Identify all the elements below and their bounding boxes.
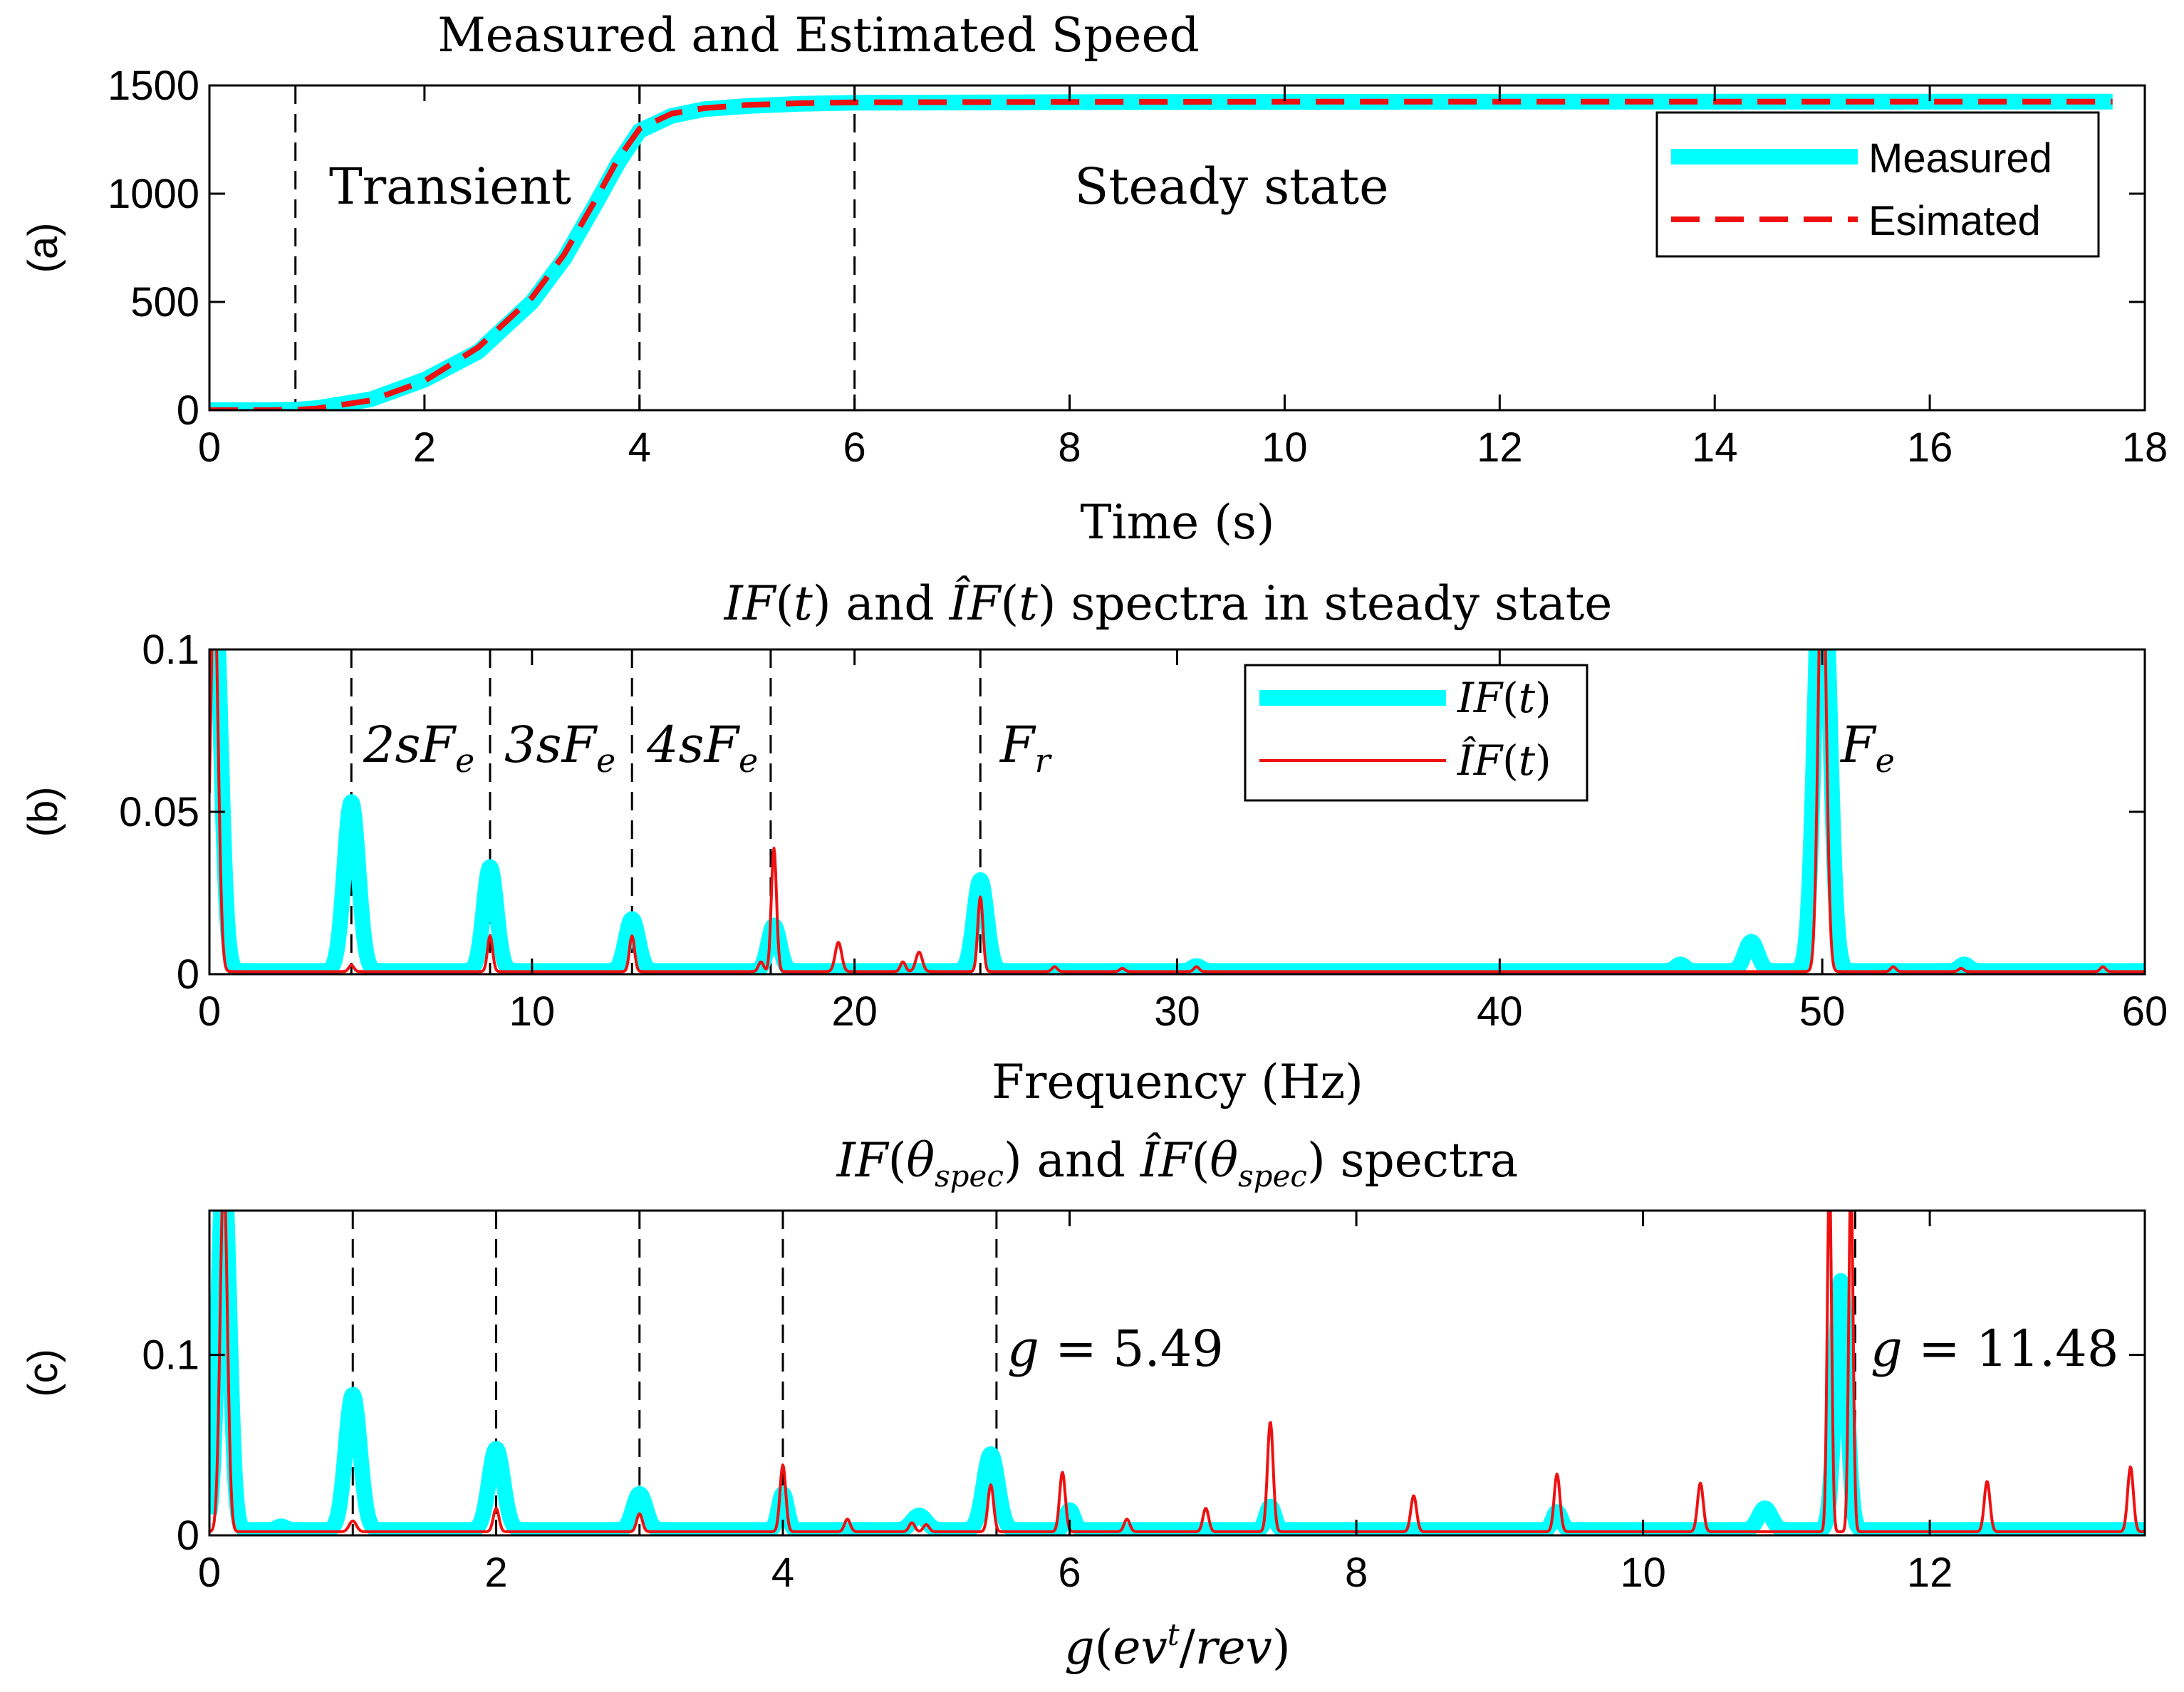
panel-a-ytick-label-1: 500 xyxy=(130,279,199,325)
panel-a-xtick-label-6: 12 xyxy=(1477,424,1523,471)
panel-a-ytick-label-0: 0 xyxy=(177,387,199,434)
panel-c-ytick-label-0: 0 xyxy=(177,1513,199,1559)
panel-a-ylabel: (a) xyxy=(20,223,66,273)
panel-c-xtick-label-3: 6 xyxy=(1058,1550,1081,1596)
panel-c-title: IF(θspec) and ÎF(θspec) spectra xyxy=(836,1133,1519,1194)
panel-b-legend: IF(t) ÎF(t) xyxy=(1244,664,1588,802)
panel-b-ticks: 0 10 20 30 40 50 60 0 0.05 0.1 xyxy=(119,627,2168,1035)
annotation-3sfe: 3sFe xyxy=(504,716,615,780)
panel-a: Measured and Estimated Speed 0 2 4 6 8 10 12 14… xyxy=(20,8,2168,550)
panel-c-plot-area xyxy=(209,1211,2145,1535)
series-a-1 xyxy=(209,98,2113,410)
panel-b-xtick-label-2: 20 xyxy=(831,988,878,1035)
panel-b-xlabel: Frequency (Hz) xyxy=(992,1055,1363,1109)
panel-a-xtick-label-3: 6 xyxy=(843,424,866,471)
panel-b-xtick-label-5: 50 xyxy=(1799,988,1846,1035)
panel-a-ticks: 0 2 4 6 8 10 12 14 16 18 0 500 1000 1500 xyxy=(108,63,2168,471)
panel-a-xtick-label-5: 10 xyxy=(1262,424,1308,471)
panel-a-xtick-label-1: 2 xyxy=(413,424,436,471)
panel-c-xlabel: g(evt/rev) xyxy=(1064,1617,1290,1675)
panel-c-xtick-label-2: 4 xyxy=(771,1550,794,1596)
legend-if-label: IF(t) xyxy=(1457,674,1551,722)
panel-c-ticks: 0 2 4 6 8 10 12 0 0.1 xyxy=(142,1211,2145,1596)
panel-b-title: IF(t) and ÎF(t) spectra in steady state xyxy=(724,576,1613,631)
legend-ifhat-label: ÎF(t) xyxy=(1457,736,1551,785)
legend-measured-label: Measured xyxy=(1868,135,2052,182)
panel-c-xtick-label-6: 12 xyxy=(1907,1550,1953,1596)
panel-a-ytick-label-3: 1500 xyxy=(108,63,199,109)
annotation-4sfe: 4sFe xyxy=(646,716,758,780)
panel-a-xtick-label-4: 8 xyxy=(1058,424,1081,471)
annotation-steady-state: Steady state xyxy=(1074,157,1388,216)
series-c-1 xyxy=(209,1211,2145,1533)
panel-b-xtick-label-3: 30 xyxy=(1154,988,1200,1035)
panel-a-xtick-label-7: 14 xyxy=(1692,424,1738,471)
panel-a-legend: Measured Esimated xyxy=(1655,111,2100,258)
legend-estimated-label: Esimated xyxy=(1868,198,2041,244)
panel-b-xtick-label-6: 60 xyxy=(2122,988,2168,1035)
panel-a-legend-box xyxy=(1655,111,2100,258)
panel-c-xtick-label-1: 2 xyxy=(484,1550,507,1596)
panel-a-plot-area xyxy=(209,85,2113,410)
annotation-2sfe: 2sFe xyxy=(363,716,474,780)
panel-c-xtick-label-4: 8 xyxy=(1345,1550,1368,1596)
panel-c-ylabel: (c) xyxy=(20,1349,66,1397)
panel-c-xtick-label-0: 0 xyxy=(198,1550,221,1596)
panel-b-xtick-label-0: 0 xyxy=(198,988,221,1035)
panel-a-xtick-label-9: 18 xyxy=(2122,424,2168,471)
panel-b-ytick-label-0: 0 xyxy=(177,951,199,998)
panel-a-ytick-label-2: 1000 xyxy=(108,171,199,217)
annotation-g-5-49: g = 5.49 xyxy=(1007,1320,1224,1378)
panel-c-ytick-label-1: 0.1 xyxy=(142,1332,199,1379)
panel-b-xtick-label-1: 10 xyxy=(509,988,556,1035)
panel-c-axes-box xyxy=(208,1209,2146,1537)
annotation-fr: Fr xyxy=(999,716,1053,780)
panel-a-title: Measured and Estimated Speed xyxy=(437,8,1200,63)
panel-c-xtick-label-5: 10 xyxy=(1620,1550,1666,1596)
annotation-transient: Transient xyxy=(329,157,571,216)
panel-a-xtick-label-2: 4 xyxy=(628,424,651,471)
annotation-g-11-48: g = 11.48 xyxy=(1871,1320,2118,1378)
panel-c: IF(θspec) and ÎF(θspec) spectra 0 2 4 6 8 10 1… xyxy=(20,1133,2146,1675)
annotation-fe: Fe xyxy=(1839,716,1895,780)
panel-a-xlabel: Time (s) xyxy=(1080,495,1274,550)
panel-b-legend-box xyxy=(1244,664,1588,802)
panel-b: IF(t) and ÎF(t) spectra in steady state … xyxy=(20,576,2168,1109)
panel-b-xtick-label-4: 40 xyxy=(1477,988,1523,1035)
panel-b-ylabel: (b) xyxy=(20,787,66,837)
panel-a-xtick-label-0: 0 xyxy=(198,424,221,471)
panel-b-ytick-label-1: 0.05 xyxy=(119,789,199,835)
panel-b-ytick-label-2: 0.1 xyxy=(142,627,199,673)
panel-a-axes-box xyxy=(208,84,2146,412)
panel-a-xtick-label-8: 16 xyxy=(1907,424,1953,471)
